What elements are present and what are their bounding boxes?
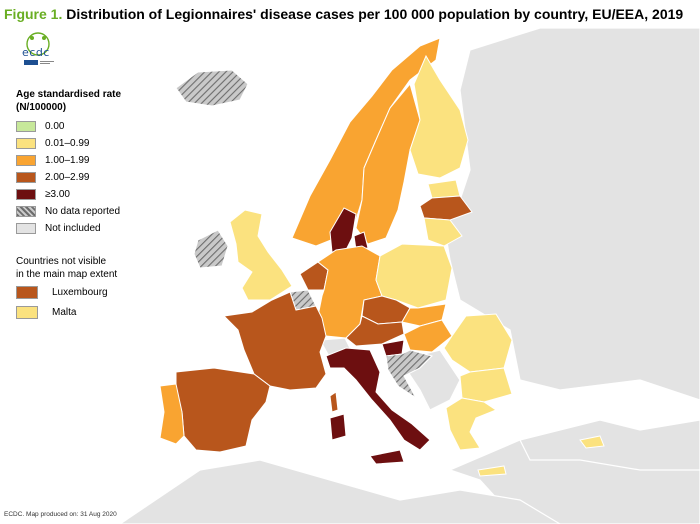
not-included-landmass [118, 27, 700, 524]
legend-swatch [16, 206, 36, 217]
country-italy [325, 347, 431, 451]
country-austria [345, 315, 405, 347]
small-country-swatch [16, 306, 38, 319]
legend-label: 1.00–1.99 [45, 155, 90, 166]
country-lithuania [423, 217, 463, 247]
figure-number: Figure 1. [4, 6, 63, 22]
legend-item: 0.00 [16, 118, 176, 135]
small-country-label: Malta [52, 307, 77, 318]
small-country-label: Luxembourg [52, 287, 108, 298]
legend-swatch [16, 172, 36, 183]
small-countries-title-line1: Countries not visible [16, 256, 107, 267]
country-croatia [385, 349, 433, 399]
turkey [519, 419, 700, 471]
legend-label: 0.00 [45, 121, 65, 132]
eastern-landmass [444, 27, 700, 524]
small-country-item: Luxembourg [16, 284, 176, 301]
legend-label: ≥3.00 [45, 189, 70, 200]
legend-swatch [16, 223, 36, 234]
small-countries-title-line2: in the main map extent [16, 269, 118, 280]
ecdc-logo-text: ecdc [22, 46, 50, 59]
small-countries-title: Countries not visible in the main map ex… [16, 255, 176, 281]
legend-swatch [16, 138, 36, 149]
legend-item: No data reported [16, 203, 176, 220]
legend-label: 2.00–2.99 [45, 172, 90, 183]
country-ireland [193, 229, 229, 269]
legend-item: 0.01–0.99 [16, 135, 176, 152]
choropleth-map [0, 27, 700, 524]
legend-swatch [16, 121, 36, 132]
legend-item: 1.00–1.99 [16, 152, 176, 169]
country-cyprus [579, 435, 605, 449]
country-portugal [159, 383, 185, 445]
map-footer: ECDC. Map produced on: 31 Aug 2020 [4, 511, 117, 518]
legend-label: No data reported [45, 206, 121, 217]
ecdc-logo-icon [24, 32, 54, 65]
legend-swatch [16, 189, 36, 200]
legend-label: 0.01–0.99 [45, 138, 90, 149]
country-greece [445, 397, 498, 451]
legend-title-units: (N/100000) [16, 102, 67, 113]
country-united-kingdom [229, 209, 293, 301]
north-africa [118, 459, 562, 524]
map-legend: Age standardised rate (N/100000) 0.00 0.0… [16, 88, 176, 321]
country-italy-sardinia [329, 413, 347, 441]
country-france-corsica [329, 391, 339, 413]
legend-title: Age standardised rate [16, 89, 122, 100]
country-poland [375, 243, 453, 309]
country-denmark [329, 207, 357, 255]
legend-label: Not included [45, 223, 101, 234]
small-country-item: Malta [16, 304, 176, 321]
legend-items: 0.00 0.01–0.99 1.00–1.99 2.00–2.99 ≥3.00 No d… [16, 118, 176, 237]
legend-swatch [16, 155, 36, 166]
legend-item: Not included [16, 220, 176, 237]
legend-item: 2.00–2.99 [16, 169, 176, 186]
country-denmark-islands [353, 231, 369, 251]
small-countries-items: Luxembourg Malta [16, 284, 176, 321]
country-greece-crete [477, 465, 507, 477]
country-iceland [175, 69, 249, 107]
country-italy-sicily [369, 449, 405, 465]
figure-title: Distribution of Legionnaires' disease ca… [66, 6, 684, 22]
country-finland [409, 54, 469, 179]
small-country-swatch [16, 286, 38, 299]
legend-item: ≥3.00 [16, 186, 176, 203]
page-title: Figure 1. Distribution of Legionnaires' … [4, 6, 694, 22]
country-france [222, 291, 327, 391]
